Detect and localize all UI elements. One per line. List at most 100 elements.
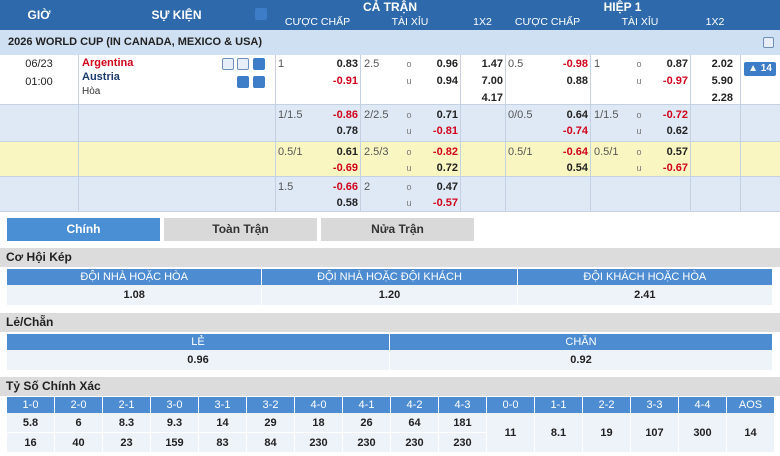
score-odds: 5.8 <box>7 413 55 433</box>
tab[interactable]: Toàn Trận <box>164 218 317 241</box>
cell-border <box>740 105 741 142</box>
header-column: CƯỢC CHẤP <box>505 15 590 30</box>
cell-border <box>78 105 79 142</box>
handicap-odds: -0.91 <box>332 75 358 87</box>
score-header: 4-1 <box>343 397 391 413</box>
over-mark: o <box>406 182 412 192</box>
row-border <box>0 176 780 177</box>
total-odds: 0.96 <box>436 58 458 70</box>
cell-border <box>460 55 461 105</box>
handicap-odds: 0.64 <box>566 109 588 121</box>
cell-border <box>740 55 741 105</box>
tab[interactable]: Chính <box>7 218 160 241</box>
score-odds: 230 <box>391 433 439 453</box>
1x2-odds: 5.90 <box>711 75 733 87</box>
cell-border <box>78 142 79 177</box>
score-odds: 230 <box>295 433 343 453</box>
tab[interactable]: Nửa Trận <box>321 218 474 241</box>
column-header: LẺ <box>7 334 390 350</box>
1x2-odds: 4.17 <box>481 92 503 104</box>
row-border <box>0 104 780 105</box>
cell-border <box>360 55 361 105</box>
column-header: CHẴN <box>390 334 773 350</box>
cell-border <box>740 177 741 212</box>
1x2-odds: 2.02 <box>711 58 733 70</box>
cell-border <box>690 105 691 142</box>
odds-cell: 1.20 <box>262 285 518 306</box>
total-odds: -0.67 <box>662 162 688 174</box>
cell-border <box>360 177 361 212</box>
match-icon <box>222 58 234 70</box>
header-full: CẢ TRẬN <box>275 0 505 15</box>
score-header: 3-1 <box>199 397 247 413</box>
match-date: 06/23 <box>25 58 53 70</box>
score-odds: 26 <box>343 413 391 433</box>
score-odds: 83 <box>199 433 247 453</box>
cell-border <box>690 142 691 177</box>
cell-border <box>78 177 79 212</box>
score-header: 4-0 <box>295 397 343 413</box>
score-odds: 18 <box>295 413 343 433</box>
total-line: 0.5/1 <box>594 146 619 158</box>
cell-border <box>505 55 506 105</box>
section-title: Tỷ Số Chính Xác <box>0 377 780 396</box>
home-team: Argentina <box>82 57 134 69</box>
header-column: 1X2 <box>460 15 505 30</box>
odds-cell: 2.41 <box>517 285 773 306</box>
handicap-line: 0/0.5 <box>508 109 533 121</box>
cell-border <box>590 177 591 212</box>
score-odds: 8.1 <box>535 413 583 453</box>
odds-row <box>0 142 780 177</box>
under-mark: u <box>636 76 642 86</box>
cell-border <box>360 142 361 177</box>
score-odds: 300 <box>679 413 727 453</box>
score-odds: 230 <box>343 433 391 453</box>
score-odds: 84 <box>247 433 295 453</box>
refresh-icon <box>763 37 774 48</box>
more-count[interactable]: 14 <box>760 63 772 74</box>
score-header: 0-0 <box>487 397 535 413</box>
draw-label: Hòa <box>82 86 101 97</box>
total-odds: 0.87 <box>666 58 688 70</box>
cell-border <box>505 105 506 142</box>
total-odds: -0.97 <box>662 75 688 87</box>
handicap-odds: -0.64 <box>562 146 588 158</box>
total-odds: -0.57 <box>432 197 458 209</box>
score-odds: 230 <box>439 433 487 453</box>
match-icon <box>253 76 265 88</box>
under-mark: u <box>406 198 412 208</box>
1x2-odds: 2.28 <box>711 92 733 104</box>
score-header: 4-2 <box>391 397 439 413</box>
column-header: ĐỘI KHÁCH HOẶC HÒA <box>517 269 773 285</box>
column-header: ĐỘI NHÀ HOẶC ĐỘI KHÁCH <box>262 269 518 285</box>
column-header: ĐỘI NHÀ HOẶC HÒA <box>7 269 263 285</box>
odds-cell: 0.96 <box>7 350 390 371</box>
cell-border <box>690 177 691 212</box>
score-header: 2-1 <box>103 397 151 413</box>
score-odds: 107 <box>631 413 679 453</box>
under-mark: u <box>406 76 412 86</box>
total-line: 2.5 <box>364 58 380 70</box>
handicap-odds: 0.83 <box>336 58 358 70</box>
handicap-odds: -0.98 <box>562 58 588 70</box>
score-odds: 6 <box>55 413 103 433</box>
cell-border <box>505 142 506 177</box>
cell-border <box>275 55 276 105</box>
more-markets[interactable]: ▲ 14 <box>744 62 776 76</box>
handicap-odds: 0.58 <box>336 197 358 209</box>
score-header: 1-1 <box>535 397 583 413</box>
score-odds: 16 <box>7 433 55 453</box>
over-mark: o <box>636 59 642 69</box>
header-column: TÀI XỈU <box>360 15 460 30</box>
handicap-line: 0.5 <box>508 58 524 70</box>
over-mark: o <box>406 110 412 120</box>
over-mark: o <box>636 147 642 157</box>
score-header: 1-0 <box>7 397 55 413</box>
cell-border <box>505 177 506 212</box>
total-odds: 0.71 <box>436 109 458 121</box>
header-event: SỰ KIỆN <box>78 0 275 30</box>
score-header: 3-2 <box>247 397 295 413</box>
cell-border <box>460 177 461 212</box>
odds-cell: 1.08 <box>7 285 263 306</box>
row-border <box>0 211 780 212</box>
